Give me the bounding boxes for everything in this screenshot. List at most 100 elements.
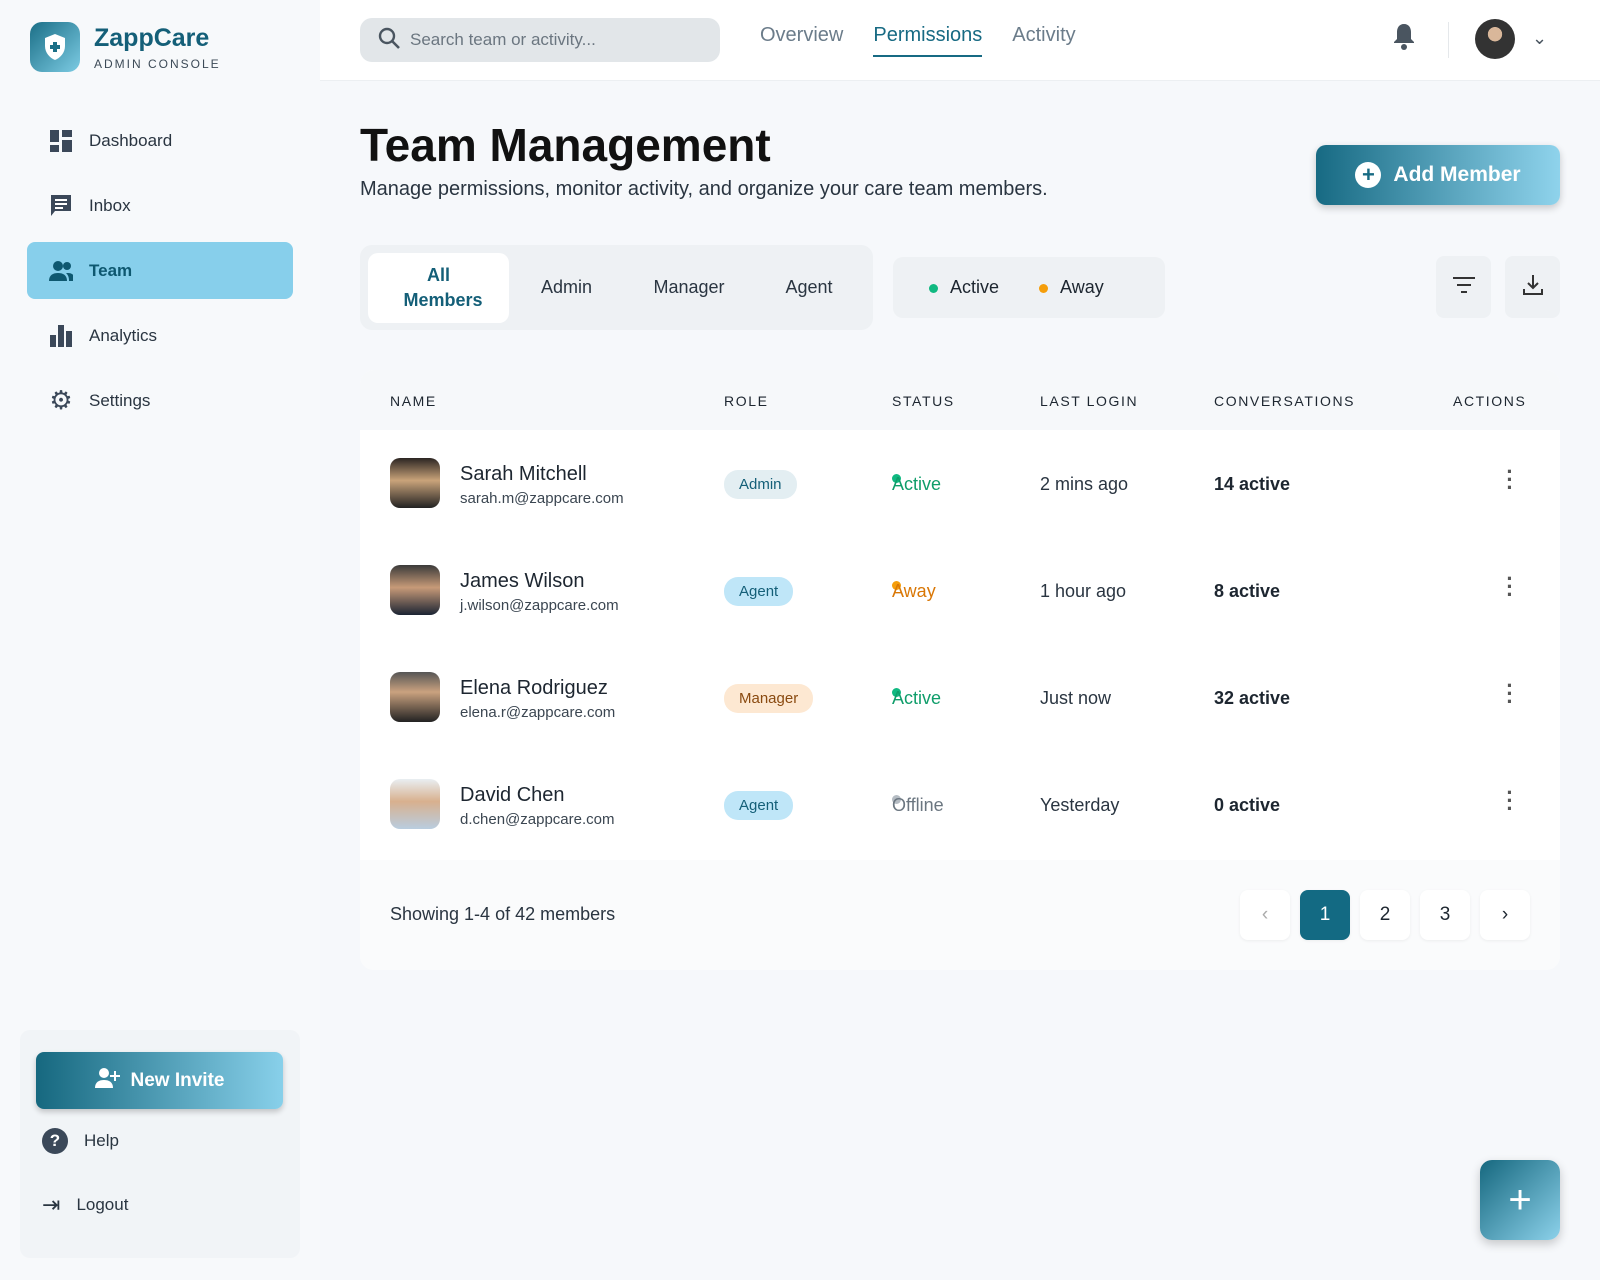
inbox-icon — [49, 194, 73, 218]
column-status: STATUS — [892, 393, 955, 409]
more-actions-icon[interactable]: · · · — [1506, 566, 1514, 607]
sidebar-item-dashboard[interactable]: Dashboard — [27, 112, 293, 169]
column-name: NAME — [390, 393, 437, 409]
column-actions: ACTIONS — [1453, 393, 1527, 409]
role-filter: All Members Admin Manager Agent — [360, 245, 873, 330]
prev-page-button[interactable]: ‹ — [1240, 890, 1290, 940]
help-link[interactable]: ? Help — [42, 1128, 119, 1154]
status-dot — [892, 688, 901, 697]
filter-admin[interactable]: Admin — [540, 277, 593, 297]
gear-icon: ⚙ — [49, 385, 73, 415]
table-header: NAME ROLE STATUS LAST LOGIN CONVERSATION… — [360, 370, 1560, 430]
filter-button[interactable] — [1436, 256, 1491, 318]
filter-all-members[interactable]: All Members — [368, 252, 509, 323]
filter-away[interactable]: Away — [1039, 277, 1104, 298]
plus-icon: + — [1508, 1177, 1532, 1222]
conversations-count: 8 active — [1214, 581, 1281, 601]
sidebar-item-label: Analytics — [89, 325, 158, 345]
download-icon — [1522, 274, 1543, 300]
avatar — [390, 779, 440, 829]
table-row: James Wilson j.wilson@zappcare.com Agent… — [360, 537, 1560, 644]
sidebar-item-label: Inbox — [89, 195, 131, 215]
logout-link[interactable]: ⇥ Logout — [42, 1192, 128, 1218]
table-row: Elena Rodriguez elena.r@zappcare.com Man… — [360, 644, 1560, 751]
logout-icon: ⇥ — [42, 1192, 61, 1217]
top-bar: Search team or activity... Overview Perm… — [320, 0, 1600, 81]
logo: ZappCare ADMIN CONSOLE — [30, 22, 221, 72]
sidebar: ZappCare ADMIN CONSOLE Dashboard Inbox Te… — [0, 0, 320, 1280]
page-3-button[interactable]: 3 — [1420, 890, 1470, 940]
sidebar-item-label: Settings — [89, 390, 151, 410]
chevron-down-icon[interactable]: ⌄ — [1532, 28, 1548, 48]
user-avatar[interactable] — [1475, 19, 1515, 59]
download-button[interactable] — [1505, 256, 1560, 318]
analytics-icon — [49, 324, 73, 348]
page-2-button[interactable]: 2 — [1360, 890, 1410, 940]
filter-active[interactable]: Active — [929, 277, 999, 298]
help-icon: ? — [42, 1128, 68, 1154]
floating-add-button[interactable]: + — [1480, 1160, 1560, 1240]
status-label: Active — [892, 474, 942, 494]
more-actions-icon[interactable]: · · · — [1506, 780, 1514, 821]
sidebar-item-settings[interactable]: ⚙ Settings — [27, 372, 293, 429]
column-conversations: CONVERSATIONS — [1214, 393, 1356, 409]
page-1-button[interactable]: 1 — [1300, 890, 1350, 940]
member-email: j.wilson@zappcare.com — [460, 597, 619, 614]
filter-label: Away — [1060, 277, 1104, 297]
last-login: Yesterday — [1040, 795, 1120, 815]
tab-permissions[interactable]: Permissions — [873, 24, 983, 57]
page-description: Manage permissions, monitor activity, an… — [360, 178, 1048, 200]
add-member-label: Add Member — [1393, 163, 1521, 186]
member-name: Sarah Mitchell — [460, 463, 587, 485]
role-badge: Admin — [724, 470, 797, 499]
member-name: James Wilson — [460, 570, 585, 592]
filter-icon — [1452, 276, 1475, 298]
dashboard-icon — [49, 129, 73, 153]
avatar — [390, 672, 440, 722]
role-badge: Agent — [724, 791, 794, 820]
status-label: Offline — [892, 795, 944, 815]
person-add-icon — [94, 1067, 121, 1094]
search-placeholder: Search team or activity... — [410, 30, 596, 49]
conversations-count: 32 active — [1214, 688, 1291, 708]
filter-agent[interactable]: Agent — [785, 277, 833, 297]
next-page-button[interactable]: › — [1480, 890, 1530, 940]
sidebar-item-team[interactable]: Team — [27, 242, 293, 299]
members-table: NAME ROLE STATUS LAST LOGIN CONVERSATION… — [360, 370, 1560, 970]
status-dot — [892, 474, 901, 483]
sidebar-item-label: Team — [89, 260, 133, 280]
table-footer: Showing 1-4 of 42 members ‹ 1 2 3 › — [360, 860, 1560, 970]
sidebar-item-analytics[interactable]: Analytics — [27, 307, 293, 364]
table-row: David Chen d.chen@zappcare.com Agent Off… — [360, 751, 1560, 858]
more-actions-icon[interactable]: · · · — [1506, 459, 1514, 500]
bell-icon[interactable] — [1392, 22, 1416, 55]
more-actions-icon[interactable]: · · · — [1506, 673, 1514, 714]
filter-label: Active — [950, 277, 1000, 297]
sidebar-item-label: Dashboard — [89, 130, 173, 150]
tab-overview[interactable]: Overview — [760, 24, 844, 46]
help-label: Help — [84, 1131, 119, 1150]
logout-label: Logout — [76, 1195, 129, 1214]
avatar — [390, 458, 440, 508]
filter-label: All Members — [403, 264, 483, 310]
new-invite-button[interactable]: New Invite — [36, 1052, 283, 1109]
sidebar-item-inbox[interactable]: Inbox — [27, 177, 293, 234]
add-member-button[interactable]: + Add Member — [1316, 145, 1560, 205]
page-title: Team Management — [360, 119, 771, 171]
conversations-count: 14 active — [1214, 474, 1291, 494]
tab-activity[interactable]: Activity — [1012, 24, 1076, 46]
status-label: Active — [892, 688, 942, 708]
member-email: sarah.m@zappcare.com — [460, 490, 624, 507]
search-input[interactable]: Search team or activity... — [360, 18, 720, 62]
new-invite-label: New Invite — [130, 1069, 225, 1091]
status-dot — [892, 795, 901, 804]
last-login: Just now — [1040, 688, 1112, 708]
active-dot — [929, 284, 938, 293]
filter-manager[interactable]: Manager — [653, 277, 725, 297]
member-name: David Chen — [460, 784, 565, 806]
conversations-count: 0 active — [1214, 795, 1281, 815]
member-email: elena.r@zappcare.com — [460, 704, 616, 721]
member-email: d.chen@zappcare.com — [460, 811, 615, 828]
status-filter: Active Away — [893, 257, 1165, 318]
column-last-login: LAST LOGIN — [1040, 393, 1139, 409]
